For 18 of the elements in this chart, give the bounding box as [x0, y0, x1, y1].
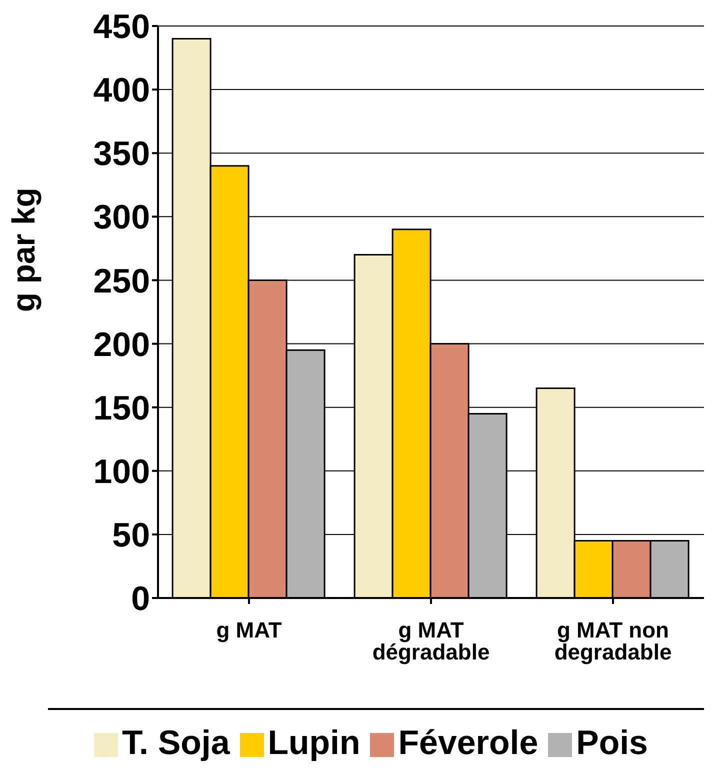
y-tick-label: 300 — [93, 198, 150, 237]
y-tick-label: 250 — [93, 262, 150, 300]
x-tick-label: g MAT dégradable — [372, 618, 490, 665]
y-tick-label: 100 — [93, 452, 150, 491]
legend-label: Lupin — [268, 724, 360, 762]
x-tick-label: g MAT non degradable — [554, 618, 672, 665]
y-tick-label: 50 — [112, 516, 150, 555]
y-tick-label: 400 — [93, 72, 150, 110]
legend-label: Pois — [576, 724, 648, 762]
x-tick-label: g MAT — [216, 618, 282, 643]
y-tick-label: 200 — [93, 326, 150, 364]
y-tick-label: 350 — [93, 135, 150, 174]
legend-label: Féverole — [398, 724, 538, 762]
y-tick-label: 150 — [93, 389, 150, 428]
y-axis-title: g par kg — [5, 188, 42, 312]
y-tick-label: 0 — [131, 580, 150, 618]
legend-label: T. Soja — [122, 724, 230, 762]
y-tick-label: 450 — [93, 8, 150, 46]
